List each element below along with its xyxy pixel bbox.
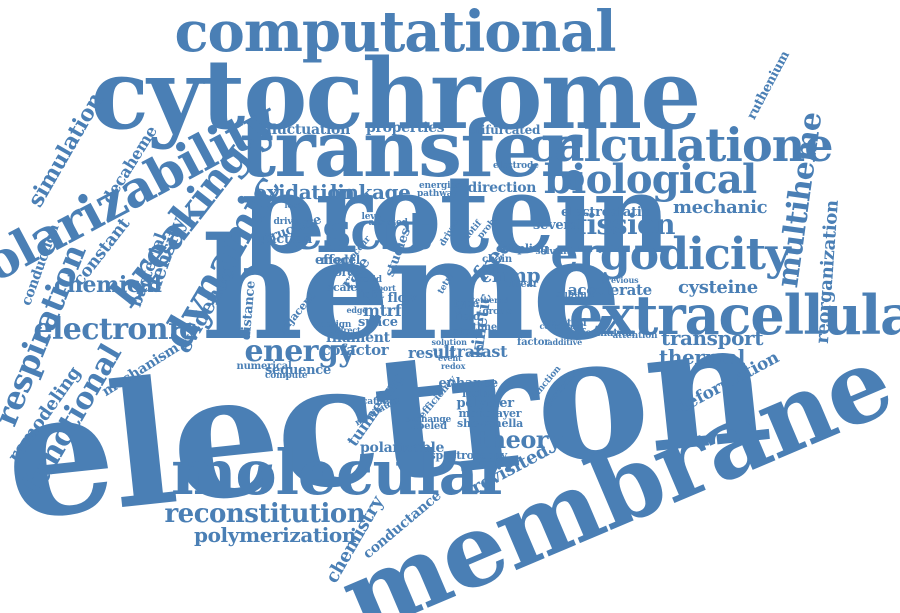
word-field: field — [453, 309, 481, 323]
word-group: group — [482, 306, 512, 317]
word-properties: properties — [366, 120, 445, 136]
word-exchange: exchange — [405, 414, 452, 425]
word-consistent: consistent — [539, 321, 585, 331]
word-drive: drive — [273, 216, 299, 227]
word-catalyst: catalyst — [362, 396, 400, 407]
word-heme: heme — [201, 208, 622, 372]
word-time: time — [472, 322, 498, 333]
word-mtrf: mtrf — [363, 301, 402, 320]
word-enhance: enhance — [438, 375, 499, 391]
word-solvent: solvent — [535, 246, 571, 257]
word-electrode: electrode — [493, 160, 539, 171]
word-linear: linear — [506, 279, 538, 290]
word-cysteine: cysteine — [678, 277, 758, 298]
word-effect: effect — [315, 252, 356, 268]
word-polymer: polymer — [456, 395, 515, 411]
word-subunit: subunit — [556, 289, 594, 300]
word-fluctuation: fluctuation — [266, 122, 350, 138]
word-local: local — [284, 200, 306, 210]
word-level: level — [361, 211, 385, 222]
word-redox: redox — [441, 361, 466, 371]
word-scale: scale — [327, 280, 358, 294]
word-transfer: transfer — [240, 104, 582, 195]
word-fission: fission — [575, 208, 676, 241]
word-additive: additive — [547, 337, 583, 347]
word-solid: solid — [358, 274, 382, 285]
word-ultrafast: ultrafast — [432, 342, 508, 361]
word-polymerization: polymerization — [194, 523, 356, 547]
word-sequence: sequence — [265, 362, 331, 378]
word-force: force — [330, 265, 361, 279]
word-accelerate: accelerate — [568, 280, 652, 299]
word-coupling: coupling — [496, 241, 549, 255]
word-type: type — [453, 296, 480, 310]
word-oxidation: oxidation — [253, 180, 355, 204]
word-previous: previous — [601, 275, 639, 285]
word-chain: chain — [482, 254, 512, 265]
word-direction: direction — [467, 180, 537, 196]
word-event: event — [438, 353, 462, 363]
word-linkage: linkage — [330, 180, 411, 204]
word-mechanic: mechanic — [673, 197, 768, 218]
word-chmp: chmp — [480, 263, 541, 287]
word-electrostatic: electrostatic — [561, 204, 650, 220]
word-polarizable: polarizable — [360, 440, 445, 456]
word-calculatione: calculatione — [527, 118, 834, 172]
word-edge: edge — [346, 305, 368, 315]
word-ergodicity: ergodicity — [550, 229, 791, 280]
word-cofactor: cofactor — [321, 340, 389, 359]
word-report: report — [368, 283, 396, 293]
word-tethered: tethered — [471, 295, 509, 305]
word-pathway: pathway — [417, 188, 458, 199]
word-labeled: labeled — [407, 421, 448, 432]
word-solution: solution — [431, 337, 467, 347]
word-attention: attention — [612, 330, 658, 341]
word-chemical: chemical — [54, 272, 162, 298]
word-trifurcated: trifurcated — [469, 123, 541, 137]
word-assisted: assisted — [368, 217, 408, 228]
word-space: space — [358, 314, 398, 330]
word-numerical: numerical — [236, 361, 292, 372]
word-reconstitution: reconstitution — [164, 499, 366, 529]
word-control: control — [547, 318, 587, 329]
word-model: model — [320, 253, 361, 267]
word-design: design — [319, 319, 352, 330]
word-spectroscopy: spectroscopy — [429, 448, 508, 462]
word-cytochrome: cytochrome — [90, 38, 702, 151]
word-flow: flow — [387, 290, 418, 306]
word-monolayer: monolayer — [458, 406, 522, 420]
word-protein: protein — [241, 152, 672, 278]
word-several: several — [533, 217, 583, 233]
word-biological: biological — [544, 156, 757, 203]
word-thermal: thermal — [659, 345, 745, 369]
word-ruthenium: ruthenium — [743, 48, 793, 122]
word-energies: energies — [419, 180, 461, 191]
word-compute: compute — [265, 370, 308, 381]
word-transport: transport — [661, 326, 764, 350]
word-light: light — [356, 287, 385, 301]
word-theory: theory — [478, 425, 562, 454]
word-computational: computational — [174, 0, 617, 65]
word-result: result — [408, 343, 456, 362]
word-junction: junction — [253, 231, 313, 247]
word-filament: filament — [326, 330, 390, 346]
word-state: state — [452, 324, 483, 338]
word-energy: energy — [244, 334, 356, 369]
word-molecular: molecular — [171, 436, 510, 509]
word-extracellular: extracellular — [569, 283, 900, 347]
word-induce: induce — [462, 386, 503, 400]
word-factor: factor — [517, 337, 550, 348]
word-formation: formation — [581, 328, 635, 339]
word-shewanella: shewanella — [457, 416, 524, 430]
word-direct: direct — [335, 325, 361, 335]
word-electronic: electronic — [33, 312, 198, 347]
word-escrt: escrt — [290, 201, 431, 262]
